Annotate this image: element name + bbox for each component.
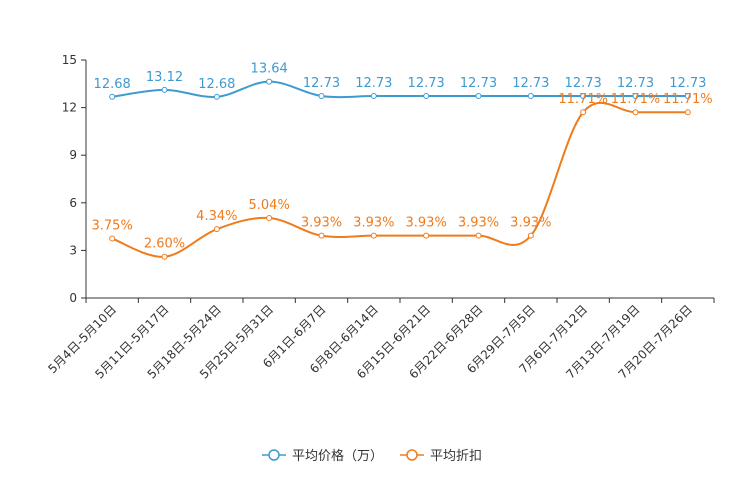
- data-label: 3.93%: [406, 216, 447, 231]
- data-point[interactable]: [161, 253, 168, 260]
- data-label: 12.68: [198, 77, 235, 92]
- data-point[interactable]: [632, 93, 639, 100]
- data-label: 11.71%: [663, 92, 713, 107]
- data-label: 12.73: [303, 76, 340, 91]
- y-tick-label: 12: [62, 101, 77, 115]
- series-line: [111, 101, 688, 258]
- data-label: 4.34%: [196, 209, 237, 224]
- data-label: 12.68: [94, 77, 131, 92]
- data-point[interactable]: [266, 215, 273, 222]
- data-label: 11.71%: [558, 92, 608, 107]
- data-point[interactable]: [580, 93, 587, 100]
- data-label: 2.60%: [144, 237, 185, 252]
- y-tick-label: 15: [62, 53, 77, 67]
- data-point[interactable]: [580, 109, 587, 116]
- data-point[interactable]: [475, 232, 482, 239]
- data-label: 3.93%: [301, 216, 342, 231]
- data-point[interactable]: [213, 226, 220, 233]
- data-label: 12.73: [565, 76, 602, 91]
- data-point[interactable]: [213, 93, 220, 100]
- data-point[interactable]: [318, 232, 325, 239]
- chart-series: [109, 78, 691, 260]
- data-label: 12.73: [460, 76, 497, 91]
- data-label: 12.73: [408, 76, 445, 91]
- data-point[interactable]: [318, 93, 325, 100]
- data-point[interactable]: [423, 232, 430, 239]
- data-point[interactable]: [109, 235, 116, 242]
- data-point[interactable]: [423, 93, 430, 100]
- y-tick-label: 0: [69, 291, 77, 305]
- data-point[interactable]: [370, 232, 377, 239]
- data-label: 12.73: [512, 76, 549, 91]
- legend-marker-icon: [406, 449, 418, 461]
- data-label: 3.93%: [353, 216, 394, 231]
- data-label: 13.12: [146, 70, 183, 85]
- data-point[interactable]: [109, 93, 116, 100]
- data-label: 5.04%: [249, 198, 290, 213]
- data-label: 11.71%: [611, 92, 661, 107]
- legend-marker-icon: [268, 449, 280, 461]
- data-label: 12.73: [617, 76, 654, 91]
- chart-data-labels: 12.68 13.12 12.68 13.64 12.73 12.73 12.73 12.73…: [92, 62, 713, 252]
- data-label: 12.73: [355, 76, 392, 91]
- y-tick-label: 6: [69, 196, 77, 210]
- data-point[interactable]: [527, 232, 534, 239]
- data-point[interactable]: [161, 86, 168, 93]
- data-label: 3.93%: [510, 216, 551, 231]
- data-label: 3.93%: [458, 216, 499, 231]
- legend-label: 平均价格（万）: [292, 448, 383, 464]
- data-point[interactable]: [527, 93, 534, 100]
- data-point[interactable]: [684, 109, 691, 116]
- y-tick-label: 9: [69, 148, 77, 162]
- chart-legend[interactable]: 平均价格（万） 平均折扣: [262, 448, 482, 464]
- legend-item[interactable]: 平均价格（万）: [262, 448, 383, 464]
- series-line: [112, 80, 688, 99]
- data-point[interactable]: [266, 78, 273, 85]
- y-tick-label: 3: [69, 243, 77, 257]
- data-point[interactable]: [370, 93, 377, 100]
- data-point[interactable]: [475, 93, 482, 100]
- data-point[interactable]: [684, 93, 691, 100]
- legend-item[interactable]: 平均折扣: [400, 449, 482, 464]
- data-label: 12.73: [669, 76, 706, 91]
- data-label: 3.75%: [92, 219, 133, 234]
- legend-label: 平均折扣: [430, 449, 482, 464]
- data-label: 13.64: [251, 62, 288, 77]
- data-point[interactable]: [632, 109, 639, 116]
